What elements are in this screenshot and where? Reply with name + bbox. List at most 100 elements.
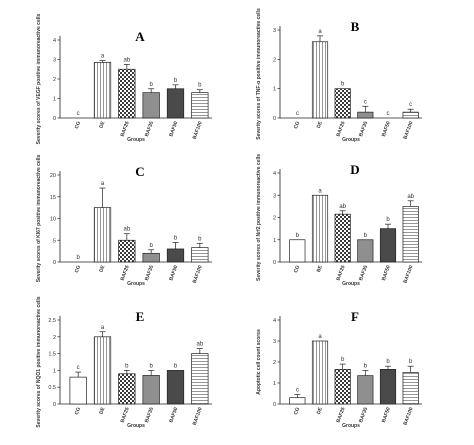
y-tick-label: 1.5 <box>48 352 56 358</box>
x-axis-title: Groups <box>342 137 360 143</box>
y-tick-label: 20 <box>50 173 56 179</box>
y-tick-label: 3 <box>53 58 56 64</box>
category-label: BAF35 <box>358 120 369 137</box>
y-tick-label: 10 <box>50 217 56 223</box>
panel-letter: E <box>136 309 145 324</box>
bar-baf25 <box>118 68 136 119</box>
category-label: BAF25 <box>335 120 346 137</box>
significance-label: b <box>341 357 345 363</box>
bar-baf25 <box>334 369 351 405</box>
y-tick-label: 1 <box>273 381 276 387</box>
y-axis-title: Apoptotic cell count scores <box>256 329 262 395</box>
bar-baf100 <box>402 111 419 119</box>
bar-baf100 <box>402 372 419 405</box>
category-label: BAF25 <box>335 406 346 423</box>
bar-baf35 <box>142 375 160 405</box>
category-label: BAF100 <box>403 406 415 426</box>
bar-de <box>93 62 112 119</box>
category-label: CG <box>74 265 82 274</box>
y-tick-label: 1 <box>273 238 276 244</box>
y-tick-label: 1 <box>53 97 56 103</box>
bar-cg <box>289 239 306 263</box>
category-label: DE <box>316 406 324 415</box>
category-label: CG <box>293 121 301 130</box>
significance-label: b <box>174 235 178 241</box>
bar-baf25 <box>118 373 136 405</box>
significance-label: a <box>101 325 105 331</box>
bar-baf100 <box>191 353 209 405</box>
category-label: BAF25 <box>335 264 346 281</box>
y-tick-label: 0 <box>53 402 56 408</box>
category-label: BAF35 <box>144 120 155 137</box>
significance-label: b <box>198 83 202 89</box>
y-tick-label: 0 <box>273 116 276 122</box>
category-label: BAF100 <box>403 264 415 284</box>
bar-baf100 <box>191 92 209 119</box>
chart-panel-a: A 0 1 2 3 4 Severity scores of VEGF positive i… <box>36 13 212 144</box>
category-label: BAF50 <box>381 120 392 137</box>
y-tick-label: 0 <box>53 116 56 122</box>
significance-label: b <box>341 82 345 88</box>
significance-label: b <box>125 363 129 369</box>
significance-label: ab <box>339 204 346 210</box>
category-label: DE <box>98 406 106 415</box>
x-axis-title: Groups <box>127 281 145 287</box>
y-axis-title: Severity scores of VEGF positive immunor… <box>36 13 42 144</box>
category-label: BAF35 <box>358 406 369 423</box>
significance-label: b <box>386 217 390 223</box>
category-label: BAF25 <box>120 264 131 281</box>
category-label: BAF50 <box>381 406 392 423</box>
y-tick-label: 2 <box>273 216 276 222</box>
category-label: CG <box>74 407 82 416</box>
significance-label: a <box>318 188 322 194</box>
category-label: CG <box>293 265 301 274</box>
y-tick-label: 3 <box>273 28 276 34</box>
category-label: BE <box>316 264 324 273</box>
bar-baf25 <box>334 88 351 119</box>
chart-panel-f: F 0 1 2 3 4 Apoptotic cell count scores c CG a DE b… <box>256 309 422 429</box>
y-tick-label: 1 <box>273 87 276 93</box>
y-tick-label: 0 <box>273 402 276 408</box>
category-label: BAF100 <box>192 264 204 284</box>
chart-panel-e: E 0 0.5 1 1.5 2 2.5 Severity scores of NQO1 pos… <box>36 296 212 429</box>
y-tick-label: 5 <box>53 238 56 244</box>
significance-label: ab <box>196 342 203 348</box>
panel-letter: C <box>135 164 144 179</box>
y-tick-label: 2 <box>53 335 56 341</box>
significance-label: b <box>149 243 153 249</box>
category-label: BAF25 <box>120 406 131 423</box>
x-axis-title: Groups <box>127 423 145 429</box>
significance-label: b <box>296 233 300 239</box>
significance-label: c <box>409 102 412 108</box>
y-tick-label: 2 <box>273 360 276 366</box>
significance-label: ab <box>123 227 130 233</box>
x-axis-title: Groups <box>342 423 360 429</box>
bar-baf100 <box>191 247 209 263</box>
category-label: BAF50 <box>168 406 179 423</box>
bar-baf50 <box>379 369 397 405</box>
bar-de <box>311 340 329 405</box>
bar-baf50 <box>166 88 185 119</box>
significance-label: a <box>101 181 105 187</box>
y-tick-label: 2 <box>273 57 276 63</box>
panel-letter: A <box>135 29 145 44</box>
y-tick-label: 0 <box>273 260 276 266</box>
bar-baf50 <box>379 228 397 263</box>
bar-be <box>311 194 329 263</box>
category-label: BAF35 <box>358 264 369 281</box>
bar-baf35 <box>357 111 374 119</box>
significance-label: b <box>409 359 413 365</box>
y-tick-label: 0 <box>53 260 56 266</box>
y-tick-label: 2.5 <box>48 318 56 324</box>
chart-panel-b: B 0 1 2 3 Severity scores of TNF-α positive i… <box>256 8 422 143</box>
significance-label: b <box>364 363 368 369</box>
category-label: DE <box>316 120 324 129</box>
y-axis-title: Severity scores of KI67 positive immunor… <box>36 155 42 283</box>
category-label: BAF100 <box>403 120 415 140</box>
significance-label: ab <box>123 57 130 63</box>
y-tick-label: 0.5 <box>48 385 56 391</box>
chart-panel-d: D 0 1 2 3 4 Severity scores of Nrf2 positive i… <box>256 154 422 287</box>
category-label: BAF25 <box>120 120 131 137</box>
x-axis-title: Groups <box>342 281 360 287</box>
significance-label: b <box>386 359 390 365</box>
